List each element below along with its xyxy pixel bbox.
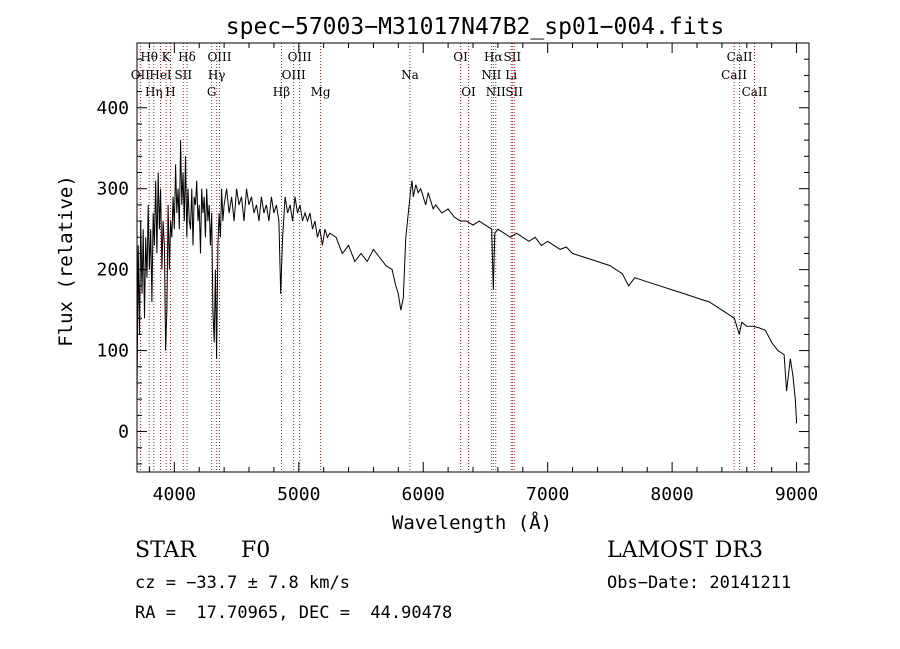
line-label-8: G xyxy=(207,85,217,99)
y-axis-ticks: 0 100 200 300 400 xyxy=(96,42,809,465)
line-label-25: CaII xyxy=(727,50,753,64)
x-tick-label-2: 6000 xyxy=(402,484,445,505)
line-label-21: Li xyxy=(505,68,517,82)
object-subclass: F0 xyxy=(241,538,271,563)
spectral-line-markers xyxy=(139,43,755,472)
line-label-7: Hδ xyxy=(178,50,196,64)
line-label-12: OIII xyxy=(282,68,306,82)
line-label-6: SII xyxy=(174,68,192,82)
line-label-17: OI xyxy=(461,85,476,99)
x-tick-label-4: 8000 xyxy=(650,484,693,505)
observation-date: Obs−Date: 20141211 xyxy=(607,573,792,593)
x-tick-label-5: 9000 xyxy=(775,484,818,505)
y-tick-label-2: 200 xyxy=(96,260,129,281)
line-label-9: Hγ xyxy=(208,68,226,82)
line-label-14: Mg xyxy=(311,85,331,99)
line-label-3: HeI xyxy=(149,68,172,82)
line-label-1: Hθ xyxy=(140,50,158,64)
line-label-18: NII xyxy=(481,68,501,82)
object-class: STAR xyxy=(135,538,196,563)
line-label-5: H xyxy=(165,85,175,99)
survey-name: LAMOST DR3 xyxy=(607,538,763,563)
line-label-13: OIII xyxy=(288,50,312,64)
line-label-23: SII xyxy=(505,85,523,99)
line-label-4: K xyxy=(162,50,172,64)
coordinates-readout: RA = 17.70965, DEC = 44.90478 xyxy=(135,603,453,623)
x-tick-label-0: 4000 xyxy=(153,484,196,505)
x-tick-label-3: 7000 xyxy=(526,484,569,505)
line-label-22: SII xyxy=(503,50,521,64)
line-label-19: Hα xyxy=(484,50,503,64)
y-tick-label-3: 300 xyxy=(96,179,129,200)
line-label-16: OI xyxy=(453,50,468,64)
chart-title: spec−57003−M31017N47B2_sp01−004.fits xyxy=(226,14,725,40)
line-label-10: OIII xyxy=(207,50,231,64)
spectral-line-labels: OIIHθHηHeIKHSIIHδGHγOIIIHβOIIIOIIIMgNaOI… xyxy=(131,50,768,99)
line-label-24: CaII xyxy=(721,68,747,82)
line-label-26: CaII xyxy=(742,85,768,99)
y-axis-label: Flux (relative) xyxy=(55,175,77,347)
y-tick-label-0: 0 xyxy=(118,422,129,443)
line-label-15: Na xyxy=(401,68,419,82)
y-tick-label-4: 400 xyxy=(96,98,129,119)
x-tick-label-1: 5000 xyxy=(277,484,320,505)
line-label-2: Hη xyxy=(145,85,163,99)
line-label-11: Hβ xyxy=(273,85,290,99)
x-axis-label: Wavelength (Å) xyxy=(392,511,552,534)
spectrum-series-line xyxy=(136,140,798,424)
line-label-20: NII xyxy=(486,85,506,99)
y-tick-label-1: 100 xyxy=(96,341,129,362)
plot-frame xyxy=(136,42,810,473)
redshift-readout: cz = −33.7 ± 7.8 km/s xyxy=(135,573,350,593)
x-axis-ticks: 4000 5000 6000 7000 8000 9000 xyxy=(148,43,818,505)
